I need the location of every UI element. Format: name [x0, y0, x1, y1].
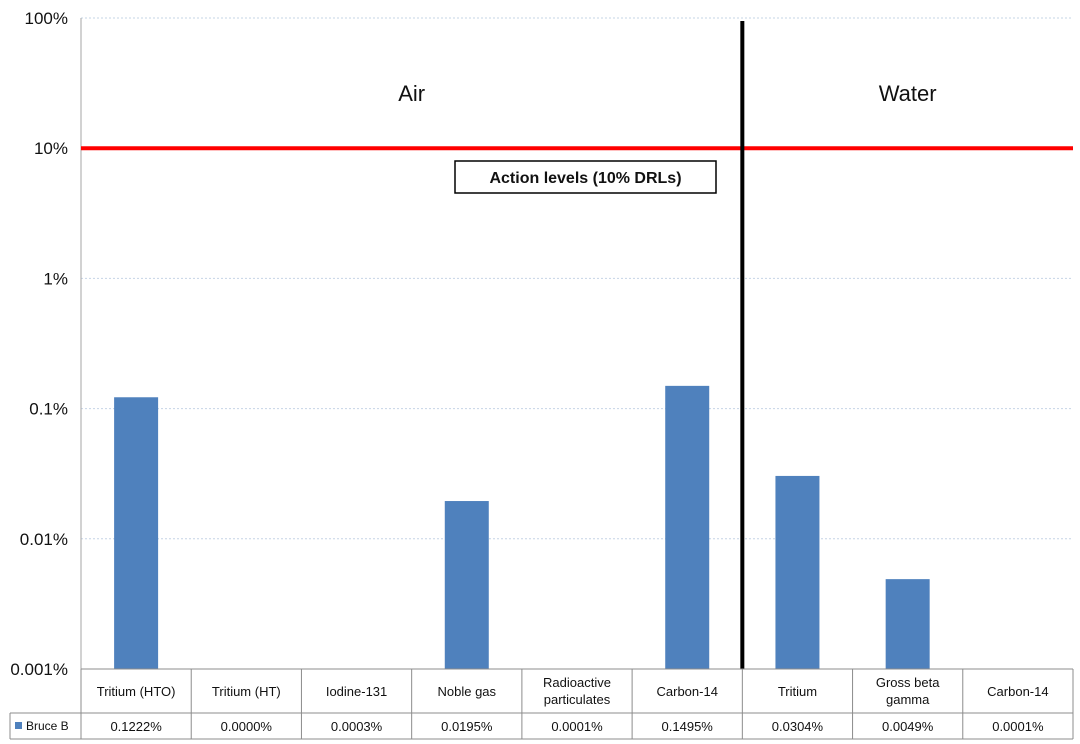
value-label: 0.0000%: [221, 719, 273, 734]
region-label-water: Water: [879, 81, 937, 106]
category-label: Iodine-131: [326, 684, 387, 699]
action-level-label: Action levels (10% DRLs): [489, 170, 681, 187]
category-label: Tritium (HTO): [97, 684, 176, 699]
bar: [114, 397, 159, 669]
category-label: Tritium: [778, 684, 817, 699]
legend-swatch: [15, 722, 22, 729]
value-label: 0.0195%: [441, 719, 493, 734]
y-tick-label: 0.01%: [20, 530, 68, 549]
bar: [665, 385, 710, 669]
bar: [444, 501, 489, 669]
legend-label: Bruce B: [26, 719, 69, 733]
category-label: Gross beta: [876, 675, 940, 690]
category-label: Carbon-14: [657, 684, 718, 699]
action-level-label-box: [454, 160, 717, 194]
y-tick-label: 100%: [25, 9, 68, 28]
category-label: Tritium (HT): [212, 684, 281, 699]
category-label: Noble gas: [438, 684, 497, 699]
value-label: 0.0049%: [882, 719, 934, 734]
bar: [885, 579, 930, 669]
region-label-air: Air: [398, 81, 425, 106]
category-label: particulates: [544, 692, 611, 707]
value-label: 0.1495%: [662, 719, 714, 734]
y-tick-label: 10%: [34, 139, 68, 158]
category-label: Radioactive: [543, 675, 611, 690]
value-label: 0.0001%: [551, 719, 603, 734]
value-label: 0.0001%: [992, 719, 1044, 734]
value-label: 0.1222%: [110, 719, 162, 734]
y-tick-label: 1%: [43, 269, 68, 288]
bar: [775, 475, 820, 669]
category-label: gamma: [886, 692, 930, 707]
category-label: Carbon-14: [987, 684, 1048, 699]
y-tick-label: 0.001%: [10, 660, 68, 679]
value-label: 0.0304%: [772, 719, 824, 734]
y-tick-label: 0.1%: [29, 400, 68, 419]
value-label: 0.0003%: [331, 719, 383, 734]
